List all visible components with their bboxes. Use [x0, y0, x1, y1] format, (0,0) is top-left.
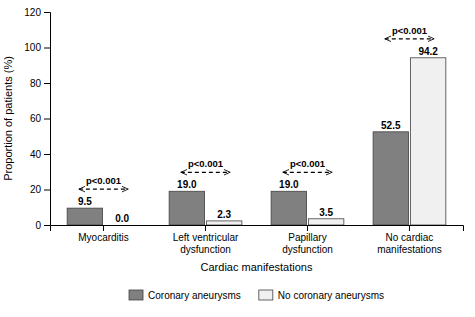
y-tick: 40: [30, 149, 50, 160]
data-label: 19.0: [279, 179, 299, 190]
x-tick: Myocarditis: [78, 225, 129, 243]
bar: [410, 58, 445, 225]
bars: [67, 58, 446, 225]
x-tick-label-line: dysfunction: [180, 244, 231, 255]
bar-series: [206, 58, 445, 225]
data-labels: 9.5 19.0 19.0 52.5 0.0 2.3 3.5 94.2: [78, 46, 438, 224]
y-tick-label: 60: [30, 113, 42, 124]
bar: [373, 132, 408, 225]
data-label: 3.5: [319, 207, 333, 218]
y-tick-mark: [44, 119, 50, 120]
x-tick-label: Papillarydysfunction: [282, 232, 333, 255]
y-tick-label: 100: [24, 42, 41, 53]
x-tick: No cardiacmanifestations: [377, 225, 441, 255]
y-tick-label: 40: [30, 149, 42, 160]
legend-swatch: [259, 290, 273, 300]
y-tick-mark: [44, 225, 50, 226]
bar: [206, 221, 241, 225]
legend-item: No coronary aneurysms: [259, 290, 384, 301]
x-tick-label-line: manifestations: [377, 244, 441, 255]
x-tick: Left ventriculardysfunction: [173, 225, 239, 255]
y-tick-mark: [44, 190, 50, 191]
y-axis: 0 20 40 60 80 100 120: [24, 7, 50, 231]
bar: [271, 191, 306, 225]
x-tick-label-line: Papillary: [288, 232, 326, 243]
data-label: 19.0: [177, 179, 197, 190]
x-axis: MyocarditisLeft ventriculardysfunctionPa…: [51, 225, 464, 255]
y-tick-label: 20: [30, 184, 42, 195]
chart: 0 20 40 60 80 100 120 Myocarditis Left ventricul…: [0, 0, 475, 317]
legend-label: Coronary aneurysms: [148, 290, 241, 301]
p-value-label: p<0.001: [392, 25, 428, 36]
x-tick-mark: [307, 225, 308, 231]
legend-label: No coronary aneurysms: [278, 290, 384, 301]
x-tick-label-line: dysfunction: [282, 244, 333, 255]
data-label: 0.0: [115, 213, 129, 224]
bar: [308, 219, 343, 225]
x-axis-title: Cardiac manifestations: [201, 261, 313, 273]
x-tick: Papillarydysfunction: [282, 225, 333, 255]
y-tick: 60: [30, 113, 50, 124]
x-tick-label-line: Left ventricular: [173, 232, 239, 243]
y-tick-label: 80: [30, 78, 42, 89]
p-value-arrow: [385, 38, 434, 39]
y-tick-label: 0: [35, 220, 41, 231]
bar: [104, 225, 139, 226]
bar-series: [67, 132, 408, 225]
data-label: 52.5: [381, 120, 401, 131]
bar: [67, 208, 102, 225]
x-tick-label-line: No cardiac: [386, 232, 434, 243]
legend: Coronary aneurysms No coronary aneurysms: [129, 290, 384, 301]
y-tick-mark: [44, 48, 50, 49]
p-value-arrow: [79, 189, 128, 190]
annotations: p<0.001 p<0.001 p<0.001 p<0.001: [79, 25, 434, 189]
y-tick: 0: [35, 220, 50, 231]
p-value-label: p<0.001: [86, 175, 122, 186]
p-value-arrow: [181, 172, 230, 173]
x-tick-label: Left ventriculardysfunction: [173, 232, 239, 255]
data-label: 2.3: [217, 209, 231, 220]
y-tick-mark: [44, 154, 50, 155]
x-axis-line: [51, 226, 464, 232]
plot: 0 20 40 60 80 100 120 Myocarditis Left ventricul…: [2, 7, 464, 273]
y-tick-mark: [44, 83, 50, 84]
x-tick-mark: [103, 225, 104, 231]
p-value-arrow: [283, 172, 332, 173]
y-tick-label: 120: [24, 7, 41, 18]
y-tick: 80: [30, 78, 50, 89]
data-label: 9.5: [78, 196, 92, 207]
y-tick-mark: [44, 12, 50, 13]
x-tick-label: Myocarditis: [78, 232, 129, 243]
bar: [169, 191, 204, 225]
x-tick-mark: [409, 225, 410, 231]
y-tick: 20: [30, 184, 50, 195]
x-tick-label-line: Myocarditis: [78, 232, 129, 243]
data-label: 94.2: [418, 46, 438, 57]
x-tick-mark: [205, 225, 206, 231]
y-axis-title: Proportion of patients (%): [2, 56, 14, 181]
legend-swatch: [129, 290, 143, 300]
p-value-label: p<0.001: [290, 158, 326, 169]
y-tick: 100: [24, 42, 50, 53]
y-tick: 120: [24, 7, 50, 18]
p-value-label: p<0.001: [188, 158, 224, 169]
legend-item: Coronary aneurysms: [129, 290, 241, 301]
y-axis-line: [44, 13, 51, 226]
x-tick-label: No cardiacmanifestations: [377, 232, 441, 255]
